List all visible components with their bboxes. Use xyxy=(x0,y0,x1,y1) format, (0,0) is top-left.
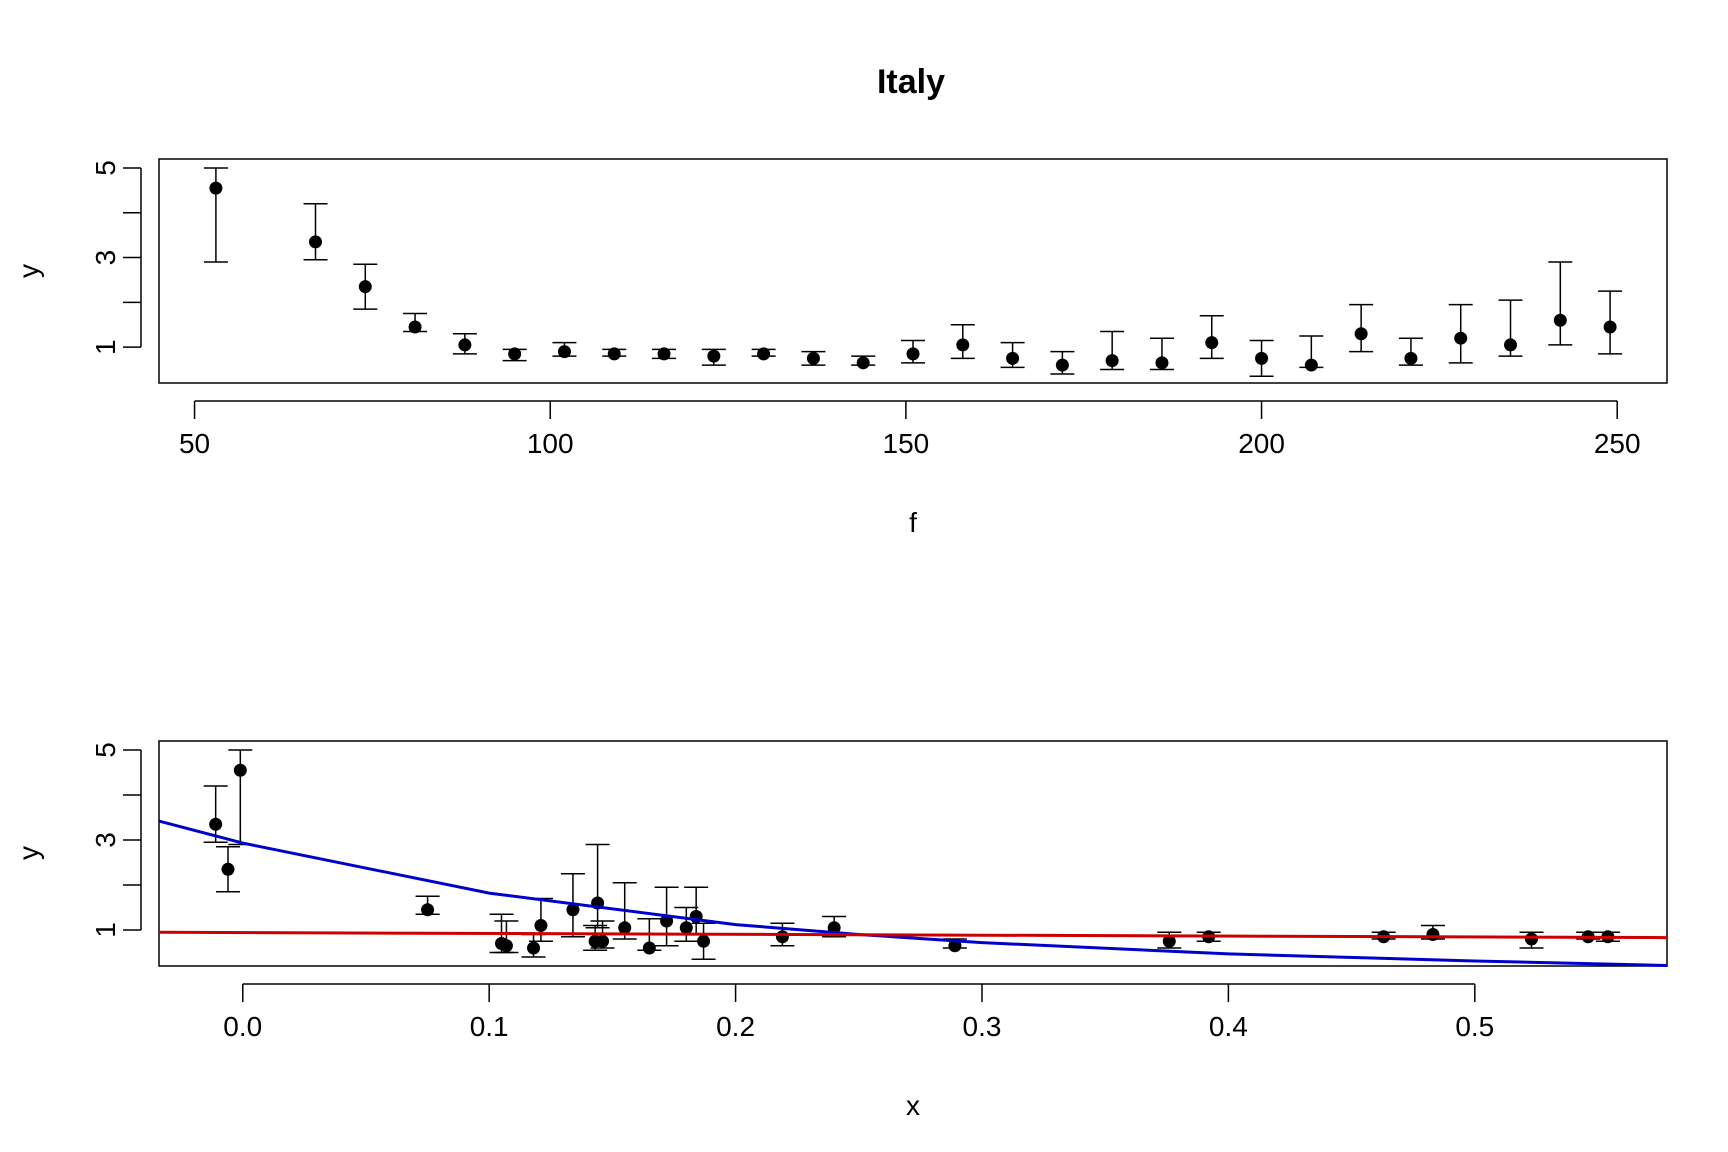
top-y-tick-label: 1 xyxy=(90,339,121,355)
top-y-tick-label: 5 xyxy=(90,160,121,176)
bottom-panel: x y 0.0 0.1 0.2 0.3 0.4 0.5 1 3 5 xyxy=(13,740,1668,1121)
bottom-x-tick-label: 0.3 xyxy=(963,1011,1002,1042)
top-data-point xyxy=(1404,351,1418,365)
bottom-data-point xyxy=(534,919,548,932)
bottom-x-tick-label: 0.0 xyxy=(223,1011,262,1042)
flat-fit-line xyxy=(158,930,1668,940)
bottom-data-point xyxy=(221,862,235,876)
top-data-point xyxy=(607,347,621,361)
bottom-data-point xyxy=(499,939,513,953)
top-x-axis: 50 100 150 200 250 xyxy=(179,400,1641,459)
top-data-point xyxy=(1603,320,1617,334)
bottom-data-point xyxy=(527,941,541,955)
bottom-data-point xyxy=(566,903,580,917)
top-data-point xyxy=(209,181,223,195)
top-panel: f y 50 100 150 200 250 1 3 5 xyxy=(13,158,1668,538)
bottom-x-tick-label: 0.2 xyxy=(716,1011,755,1042)
top-y-tick-label: 3 xyxy=(90,250,121,266)
bottom-x-axis-label: x xyxy=(906,1090,920,1121)
top-data-point xyxy=(557,345,571,359)
top-data-point xyxy=(1504,338,1518,352)
top-data-point xyxy=(1454,331,1468,345)
bottom-points xyxy=(209,763,1615,955)
bottom-plot-frame xyxy=(158,740,1668,967)
top-data-point xyxy=(508,347,522,361)
top-points xyxy=(209,181,1617,372)
top-x-tick-label: 100 xyxy=(527,428,574,459)
top-data-point xyxy=(1055,358,1069,372)
bottom-y-tick-label: 1 xyxy=(90,922,121,938)
bottom-data-point xyxy=(209,817,223,831)
top-data-point xyxy=(308,235,322,249)
top-data-point xyxy=(757,347,771,361)
top-plot-frame xyxy=(158,158,1668,384)
bottom-y-tick-label: 3 xyxy=(90,832,121,848)
top-data-point xyxy=(1205,336,1219,350)
top-data-point xyxy=(1105,354,1119,368)
top-data-point xyxy=(707,349,721,363)
top-x-tick-label: 200 xyxy=(1238,428,1285,459)
exponential-fit-line xyxy=(158,819,1668,967)
top-data-point xyxy=(458,338,472,352)
bottom-x-tick-label: 0.1 xyxy=(470,1011,509,1042)
bottom-data-point xyxy=(775,930,789,944)
bottom-data-point xyxy=(233,763,247,777)
bottom-data-point xyxy=(679,921,693,935)
top-y-axis-label: y xyxy=(13,264,44,278)
bottom-data-point xyxy=(421,903,435,917)
top-data-point xyxy=(1553,313,1567,327)
top-x-axis-label: f xyxy=(909,507,917,538)
bottom-fit-lines xyxy=(158,819,1668,967)
top-x-tick-label: 150 xyxy=(883,428,930,459)
bottom-y-axis-label: y xyxy=(13,846,44,860)
top-x-tick-label: 50 xyxy=(179,428,210,459)
bottom-data-point xyxy=(1524,932,1538,946)
bottom-data-point xyxy=(618,921,632,935)
bottom-data-point xyxy=(697,934,711,948)
top-data-point xyxy=(1006,351,1020,365)
chart-title: Italy xyxy=(877,63,945,101)
top-data-point xyxy=(657,347,671,361)
top-data-point xyxy=(1155,356,1169,370)
top-data-point xyxy=(358,280,372,294)
top-data-point xyxy=(1304,358,1318,372)
bottom-y-axis: 1 3 5 xyxy=(90,742,142,938)
top-data-point xyxy=(856,356,870,370)
top-data-point xyxy=(906,347,920,361)
top-data-point xyxy=(806,351,820,365)
bottom-x-tick-label: 0.5 xyxy=(1455,1011,1494,1042)
bottom-data-point xyxy=(596,934,610,948)
bottom-data-point xyxy=(1162,934,1176,948)
top-data-point xyxy=(956,338,970,352)
bottom-y-tick-label: 5 xyxy=(90,742,121,758)
top-x-tick-label: 250 xyxy=(1594,428,1641,459)
top-error-bars xyxy=(203,167,1623,378)
top-data-point xyxy=(1255,351,1269,365)
bottom-error-bars xyxy=(203,749,1620,960)
bottom-x-tick-label: 0.4 xyxy=(1209,1011,1248,1042)
bottom-data-point xyxy=(1426,928,1440,941)
top-y-axis: 1 3 5 xyxy=(90,160,142,355)
bottom-data-point xyxy=(660,914,674,928)
top-data-point xyxy=(1354,327,1368,341)
top-data-point xyxy=(408,320,422,334)
bottom-x-axis: 0.0 0.1 0.2 0.3 0.4 0.5 xyxy=(223,983,1494,1042)
bottom-data-point xyxy=(642,941,656,955)
